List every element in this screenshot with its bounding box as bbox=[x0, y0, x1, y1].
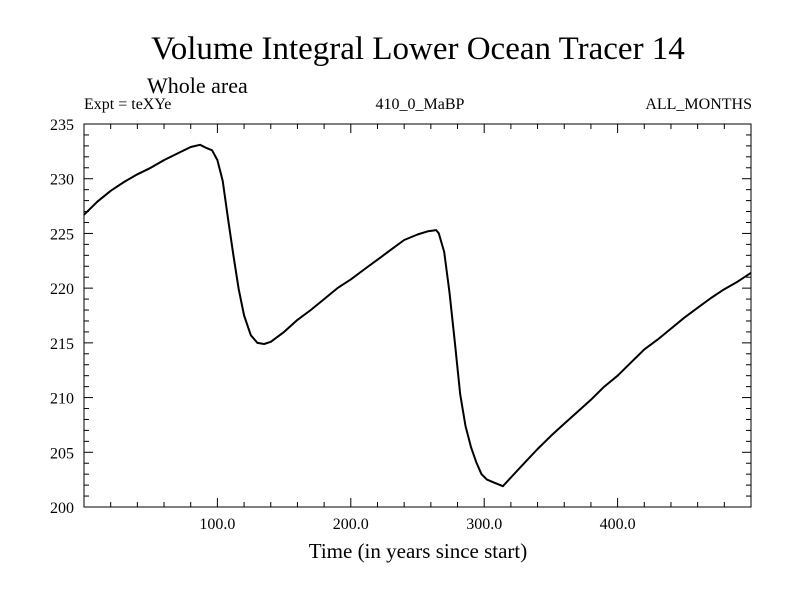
chart-title: Volume Integral Lower Ocean Tracer 14 bbox=[151, 31, 685, 67]
x-tick-label: 200.0 bbox=[333, 516, 369, 533]
x-tick-label: 100.0 bbox=[199, 516, 235, 533]
y-tick-label: 215 bbox=[50, 336, 74, 353]
chart-subtitle: Whole area bbox=[147, 73, 248, 98]
y-tick-label: 210 bbox=[50, 391, 74, 408]
x-axis-label: Time (in years since start) bbox=[309, 539, 528, 563]
y-tick-label: 200 bbox=[50, 500, 74, 517]
run-label: 410_0_MaBP bbox=[376, 96, 465, 113]
y-tick-label: 230 bbox=[50, 172, 74, 189]
plot-frame bbox=[83, 123, 752, 508]
period-label: ALL_MONTHS bbox=[645, 96, 752, 113]
x-tick-label: 300.0 bbox=[466, 516, 502, 533]
series-line bbox=[83, 143, 752, 488]
y-tick-label: 205 bbox=[50, 445, 74, 462]
y-tick-label: 225 bbox=[50, 226, 74, 243]
axis-ticks bbox=[84, 124, 751, 507]
y-tick-label: 235 bbox=[50, 117, 74, 134]
x-tick-label: 400.0 bbox=[600, 516, 636, 533]
y-tick-label: 220 bbox=[50, 281, 74, 298]
axis-tick-labels: 100.0 200.0 300.0 400.0 200 205 210 215 220 225 23… bbox=[50, 117, 636, 533]
expt-label: Expt = teXYe bbox=[84, 96, 171, 113]
